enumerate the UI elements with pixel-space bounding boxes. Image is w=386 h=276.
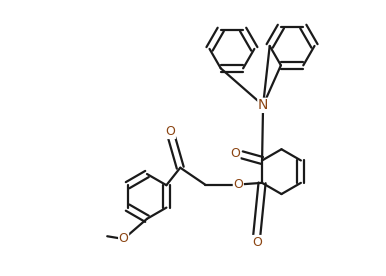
Text: O: O bbox=[166, 126, 175, 139]
Text: O: O bbox=[230, 147, 240, 160]
Text: O: O bbox=[119, 232, 129, 245]
Text: O: O bbox=[234, 178, 243, 191]
Text: O: O bbox=[252, 235, 262, 248]
Text: N: N bbox=[258, 98, 268, 112]
